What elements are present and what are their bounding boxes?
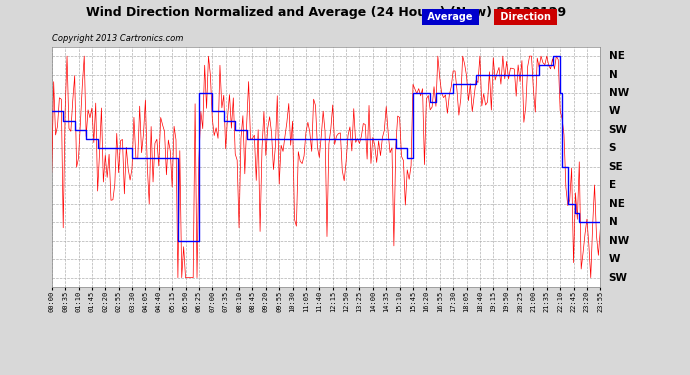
Text: N: N	[609, 217, 618, 227]
Text: Copyright 2013 Cartronics.com: Copyright 2013 Cartronics.com	[52, 34, 183, 43]
Text: SW: SW	[609, 273, 628, 283]
Text: S: S	[609, 143, 616, 153]
Text: E: E	[609, 180, 615, 190]
Text: Average: Average	[424, 12, 476, 22]
Text: W: W	[609, 106, 620, 117]
Text: NE: NE	[609, 51, 624, 61]
Text: SW: SW	[609, 125, 628, 135]
Text: Direction: Direction	[497, 12, 554, 22]
Text: N: N	[609, 70, 618, 80]
Text: Wind Direction Normalized and Average (24 Hours) (New) 20130129: Wind Direction Normalized and Average (2…	[86, 6, 566, 19]
Text: SE: SE	[609, 162, 623, 172]
Text: NW: NW	[609, 236, 629, 246]
Text: NE: NE	[609, 199, 624, 209]
Text: W: W	[609, 254, 620, 264]
Text: NW: NW	[609, 88, 629, 98]
